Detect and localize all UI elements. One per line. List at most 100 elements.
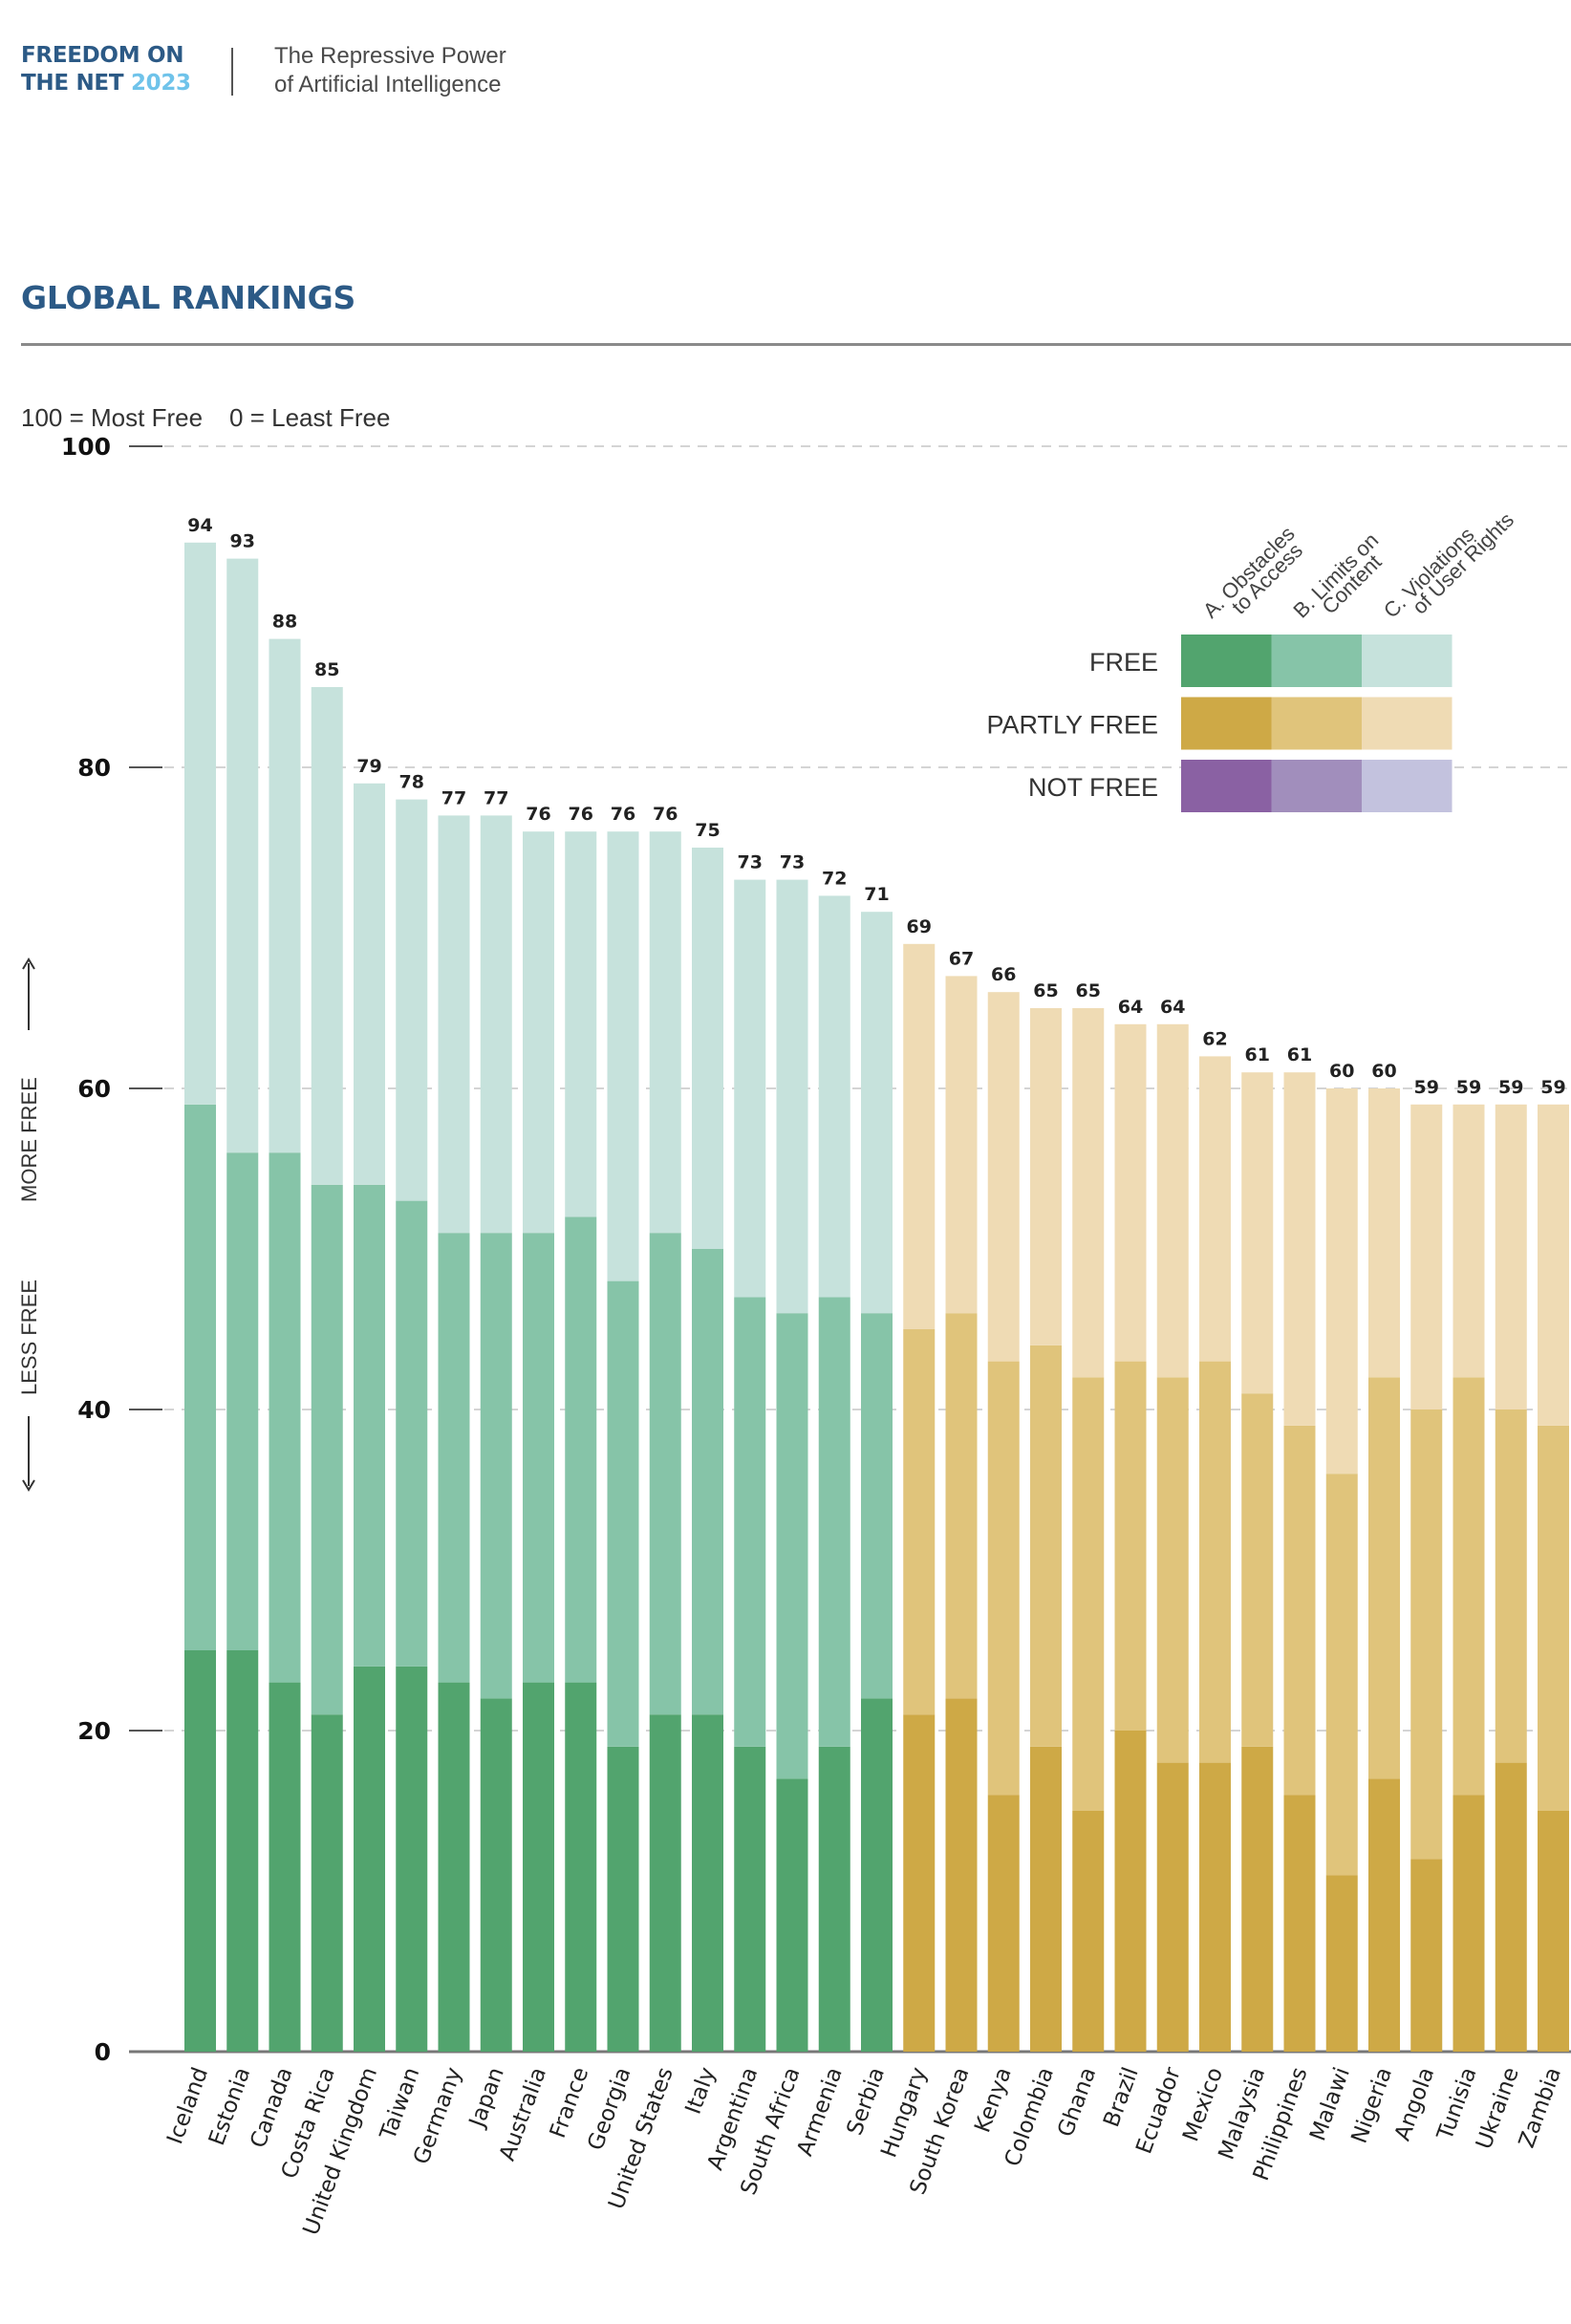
bar-segment-c	[480, 815, 512, 1234]
bar-segment-c	[396, 799, 428, 1201]
bar-segment-b	[649, 1233, 681, 1715]
up-arrow-icon	[22, 958, 35, 970]
bar-stack	[649, 831, 681, 2052]
bar-segment-b	[692, 1249, 723, 1715]
report-subtitle-line-2: of Artificial Intelligence	[274, 72, 502, 97]
bar-segment-b	[1241, 1393, 1274, 1747]
bar-segment-a	[1114, 1731, 1147, 2052]
value-label: 59	[1540, 1077, 1565, 1098]
less-free-label: LESS FREE	[17, 1280, 41, 1395]
value-label: 65	[1033, 980, 1058, 1001]
bar-segment-b	[734, 1297, 766, 1747]
report-subtitle-line-1: The Repressive Power	[274, 43, 506, 69]
value-label: 76	[569, 804, 593, 825]
value-label: 61	[1287, 1044, 1312, 1065]
value-label: 73	[738, 852, 763, 873]
bar-segment-b	[523, 1233, 554, 1683]
bar-segment-b	[184, 1104, 216, 1650]
bar-segment-c	[861, 912, 893, 1314]
legend-row-label: FREE	[1089, 648, 1158, 677]
scale-note: 100 = Most Free 0 = Least Free	[21, 403, 417, 433]
bar-segment-a	[903, 1714, 936, 2052]
bar-segment-b	[1368, 1377, 1400, 1779]
bar-stack	[987, 992, 1020, 2052]
legend-row-label: NOT FREE	[1028, 773, 1158, 802]
value-label: 77	[484, 787, 508, 808]
category-label: Ghana	[1053, 2064, 1101, 2141]
bar-segment-c	[269, 638, 301, 1153]
bar-segment-c	[649, 831, 681, 1234]
bar-segment-a	[776, 1778, 808, 2052]
bar-segment-a	[987, 1795, 1020, 2052]
bar-stack	[184, 542, 216, 2052]
category-label: Malawi	[1305, 2064, 1355, 2144]
bar-segment-b	[226, 1152, 259, 1650]
bar-segment-b	[945, 1313, 978, 1699]
title-rule	[21, 343, 1571, 346]
bar-stack	[480, 815, 512, 2052]
bar-stack	[776, 879, 808, 2052]
bar-segment-b	[480, 1233, 512, 1699]
bar-segment-b	[987, 1361, 1020, 1796]
bar-segment-a	[480, 1698, 512, 2052]
bar-segment-c	[438, 815, 470, 1234]
logo-net: THE NET	[21, 71, 124, 96]
bar-segment-a	[565, 1682, 597, 2052]
bar-segment-b	[1325, 1474, 1358, 1876]
bar-stack	[1325, 1088, 1358, 2052]
bar-segment-a	[692, 1714, 723, 2052]
bar-segment-c	[692, 848, 723, 1249]
logo-line-2: THE NET 2023	[21, 70, 191, 97]
bar-segment-a	[818, 1746, 850, 2052]
value-label: 64	[1160, 997, 1185, 1018]
bar-segment-b	[861, 1313, 893, 1699]
logo: FREEDOM ON THE NET 2023	[21, 42, 191, 97]
legend-swatch	[1271, 635, 1362, 687]
y-tick-label: 60	[77, 1075, 111, 1103]
bar-segment-b	[354, 1184, 385, 1667]
value-label: 85	[314, 659, 339, 680]
bar-segment-c	[734, 879, 766, 1298]
bar-segment-c	[1283, 1072, 1316, 1426]
bar-segment-b	[607, 1280, 639, 1747]
legend-swatch	[1362, 697, 1453, 750]
bar-segment-a	[1368, 1778, 1400, 2052]
bar-stack	[1283, 1072, 1316, 2052]
bar-segment-a	[649, 1714, 681, 2052]
legend-swatch	[1271, 760, 1362, 812]
bar-segment-b	[1030, 1345, 1062, 1747]
bar-segment-c	[311, 687, 343, 1185]
bar-segment-c	[1410, 1104, 1443, 1409]
bar-segment-c	[354, 783, 385, 1185]
bar-segment-b	[565, 1216, 597, 1683]
y-tick-label: 20	[77, 1717, 111, 1745]
legend-swatch	[1362, 635, 1453, 687]
bar-segment-a	[861, 1698, 893, 2052]
value-label: 72	[822, 868, 847, 889]
value-label: 93	[230, 531, 255, 552]
bar-segment-c	[903, 943, 936, 1329]
bar-stack	[1495, 1104, 1527, 2052]
bar-stack	[311, 687, 343, 2052]
chart-title: GLOBAL RANKINGS	[21, 279, 356, 316]
value-label: 67	[949, 948, 974, 969]
bar-segment-a	[184, 1650, 216, 2052]
bar-stack	[945, 976, 978, 2052]
value-label: 60	[1371, 1061, 1396, 1082]
bar-stack	[269, 638, 301, 2052]
category-label: Japan	[464, 2064, 509, 2132]
bar-stack	[1114, 1023, 1147, 2052]
bar-segment-c	[1325, 1088, 1358, 1474]
value-label: 69	[907, 916, 932, 937]
value-label: 79	[356, 756, 381, 777]
direction-indicator: MORE FREE LESS FREE	[17, 958, 41, 1492]
bar-segment-b	[1453, 1377, 1485, 1796]
value-label: 66	[991, 964, 1016, 985]
bar-segment-a	[1072, 1811, 1105, 2052]
bar-segment-a	[269, 1682, 301, 2052]
category-label: France	[546, 2064, 594, 2141]
value-label: 88	[272, 612, 297, 633]
bar-segment-c	[607, 831, 639, 1281]
bar-segment-a	[1030, 1746, 1062, 2052]
value-label: 73	[780, 852, 805, 873]
